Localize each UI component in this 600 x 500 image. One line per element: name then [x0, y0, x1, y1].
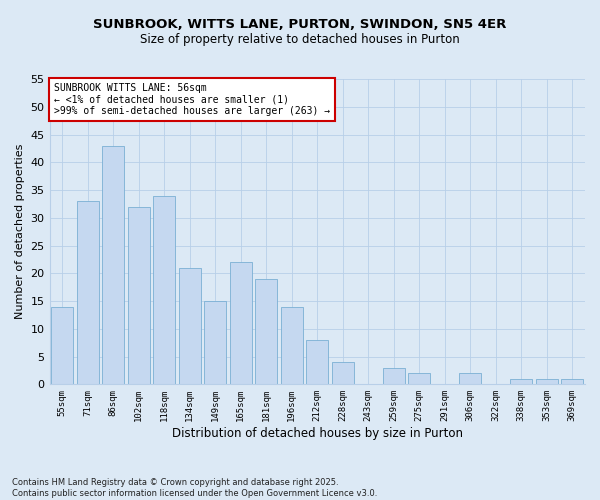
Bar — [383, 368, 404, 384]
Bar — [307, 340, 328, 384]
Bar — [230, 262, 251, 384]
Bar — [154, 196, 175, 384]
X-axis label: Distribution of detached houses by size in Purton: Distribution of detached houses by size … — [172, 427, 463, 440]
Text: Size of property relative to detached houses in Purton: Size of property relative to detached ho… — [140, 32, 460, 46]
Text: SUNBROOK WITTS LANE: 56sqm
← <1% of detached houses are smaller (1)
>99% of semi: SUNBROOK WITTS LANE: 56sqm ← <1% of deta… — [54, 83, 330, 116]
Bar — [77, 201, 98, 384]
Bar — [460, 373, 481, 384]
Bar — [256, 279, 277, 384]
Bar — [332, 362, 353, 384]
Bar — [562, 379, 583, 384]
Bar — [205, 301, 226, 384]
Bar — [52, 306, 73, 384]
Bar — [103, 146, 124, 384]
Bar — [179, 268, 200, 384]
Bar — [511, 379, 532, 384]
Bar — [128, 206, 149, 384]
Bar — [281, 306, 302, 384]
Text: SUNBROOK, WITTS LANE, PURTON, SWINDON, SN5 4ER: SUNBROOK, WITTS LANE, PURTON, SWINDON, S… — [94, 18, 506, 30]
Y-axis label: Number of detached properties: Number of detached properties — [15, 144, 25, 320]
Bar — [409, 373, 430, 384]
Bar — [536, 379, 557, 384]
Text: Contains HM Land Registry data © Crown copyright and database right 2025.
Contai: Contains HM Land Registry data © Crown c… — [12, 478, 377, 498]
